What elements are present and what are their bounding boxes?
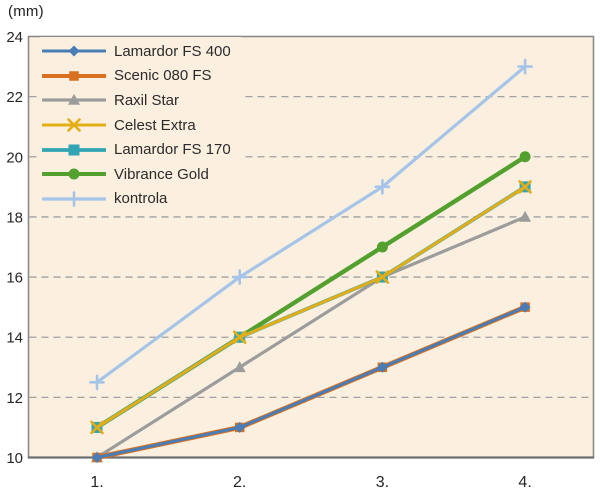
legend-item-lamardor-fs-170: Lamardor FS 170 bbox=[42, 137, 231, 162]
marker-diamond-lamardor-fs-400 bbox=[376, 361, 388, 373]
legend-circle-line-icon bbox=[42, 168, 106, 180]
legend-square-line-icon bbox=[42, 144, 106, 156]
y-tick-label-12: 12 bbox=[6, 390, 23, 407]
series-line-celest-extra bbox=[95, 185, 527, 429]
legend-item-kontrola: kontrola bbox=[42, 187, 231, 212]
x-tick-label-3: 3. bbox=[376, 474, 389, 491]
legend-label: Lamardor FS 400 bbox=[114, 42, 231, 60]
x-tick-label-2: 2. bbox=[233, 474, 246, 491]
y-tick-label-14: 14 bbox=[6, 330, 23, 347]
legend-item-celest-extra: Celest Extra bbox=[42, 113, 231, 138]
series-line-lamardor-fs-400 bbox=[95, 305, 527, 459]
legend-item-vibrance-gold: Vibrance Gold bbox=[42, 162, 231, 187]
legend-item-scenic-080-fs: Scenic 080 FS bbox=[42, 64, 231, 89]
marker-x-celest-extra bbox=[232, 330, 247, 345]
legend-label: kontrola bbox=[114, 190, 168, 208]
legend-label: Scenic 080 FS bbox=[114, 67, 212, 85]
marker-diamond-lamardor-fs-400 bbox=[519, 301, 531, 313]
marker-triangle-raxil-star bbox=[519, 210, 532, 222]
legend-label: Vibrance Gold bbox=[114, 165, 209, 183]
y-axis-unit-label: (mm) bbox=[8, 3, 44, 20]
marker-triangle-raxil-star bbox=[233, 361, 246, 373]
marker-circle-vibrance-gold bbox=[376, 241, 388, 253]
series-kontrola bbox=[89, 58, 533, 391]
x-tick-label-4: 4. bbox=[518, 474, 531, 491]
marker-plus-kontrola bbox=[231, 269, 248, 285]
marker-x-celest-extra bbox=[90, 420, 104, 435]
legend-marker-vibrance-gold bbox=[68, 168, 80, 180]
marker-diamond-lamardor-fs-400 bbox=[91, 452, 103, 463]
legend-marker-lamardor-fs-170 bbox=[68, 144, 80, 156]
marker-plus-kontrola bbox=[89, 374, 105, 391]
legend-marker-kontrola bbox=[66, 191, 82, 207]
marker-x-celest-extra bbox=[518, 180, 532, 194]
legend: Lamardor FS 400 Scenic 080 FS Raxil Star Ce… bbox=[40, 37, 241, 214]
y-tick-label-20: 20 bbox=[6, 149, 23, 166]
y-tick-label-24: 24 bbox=[6, 29, 23, 46]
legend-plus-line-icon bbox=[42, 191, 106, 207]
series-line-kontrola bbox=[95, 64, 527, 384]
marker-x-celest-extra bbox=[375, 270, 390, 284]
legend-triangle-line-icon bbox=[42, 94, 106, 106]
y-tick-label-22: 22 bbox=[6, 89, 23, 106]
marker-plus-kontrola bbox=[374, 179, 391, 195]
legend-item-lamardor-fs-400: Lamardor FS 400 bbox=[42, 39, 231, 64]
legend-square-line-icon bbox=[42, 71, 106, 81]
y-tick-label-10: 10 bbox=[6, 450, 23, 467]
x-tick-label-1: 1. bbox=[90, 474, 103, 491]
marker-plus-kontrola bbox=[517, 58, 533, 75]
series-line-raxil-star bbox=[95, 215, 527, 460]
series-lamardor-fs-400 bbox=[91, 301, 531, 463]
legend-label: Raxil Star bbox=[114, 91, 180, 109]
y-tick-label-18: 18 bbox=[6, 209, 23, 226]
legend-marker-scenic-080-fs bbox=[69, 71, 79, 81]
legend-item-raxil-star: Raxil Star bbox=[42, 88, 231, 113]
legend-marker-raxil-star bbox=[68, 94, 80, 106]
legend-label: Celest Extra bbox=[114, 116, 196, 134]
legend-diamond-line-icon bbox=[42, 45, 106, 57]
legend-marker-lamardor-fs-400 bbox=[68, 45, 80, 57]
legend-marker-celest-extra bbox=[67, 118, 81, 132]
legend-label: Lamardor FS 170 bbox=[114, 141, 231, 159]
legend-x-line-icon bbox=[42, 118, 106, 132]
marker-circle-vibrance-gold bbox=[519, 151, 531, 163]
marker-diamond-lamardor-fs-400 bbox=[234, 421, 246, 433]
series-celest-extra bbox=[90, 180, 532, 435]
y-tick-label-16: 16 bbox=[6, 270, 23, 287]
